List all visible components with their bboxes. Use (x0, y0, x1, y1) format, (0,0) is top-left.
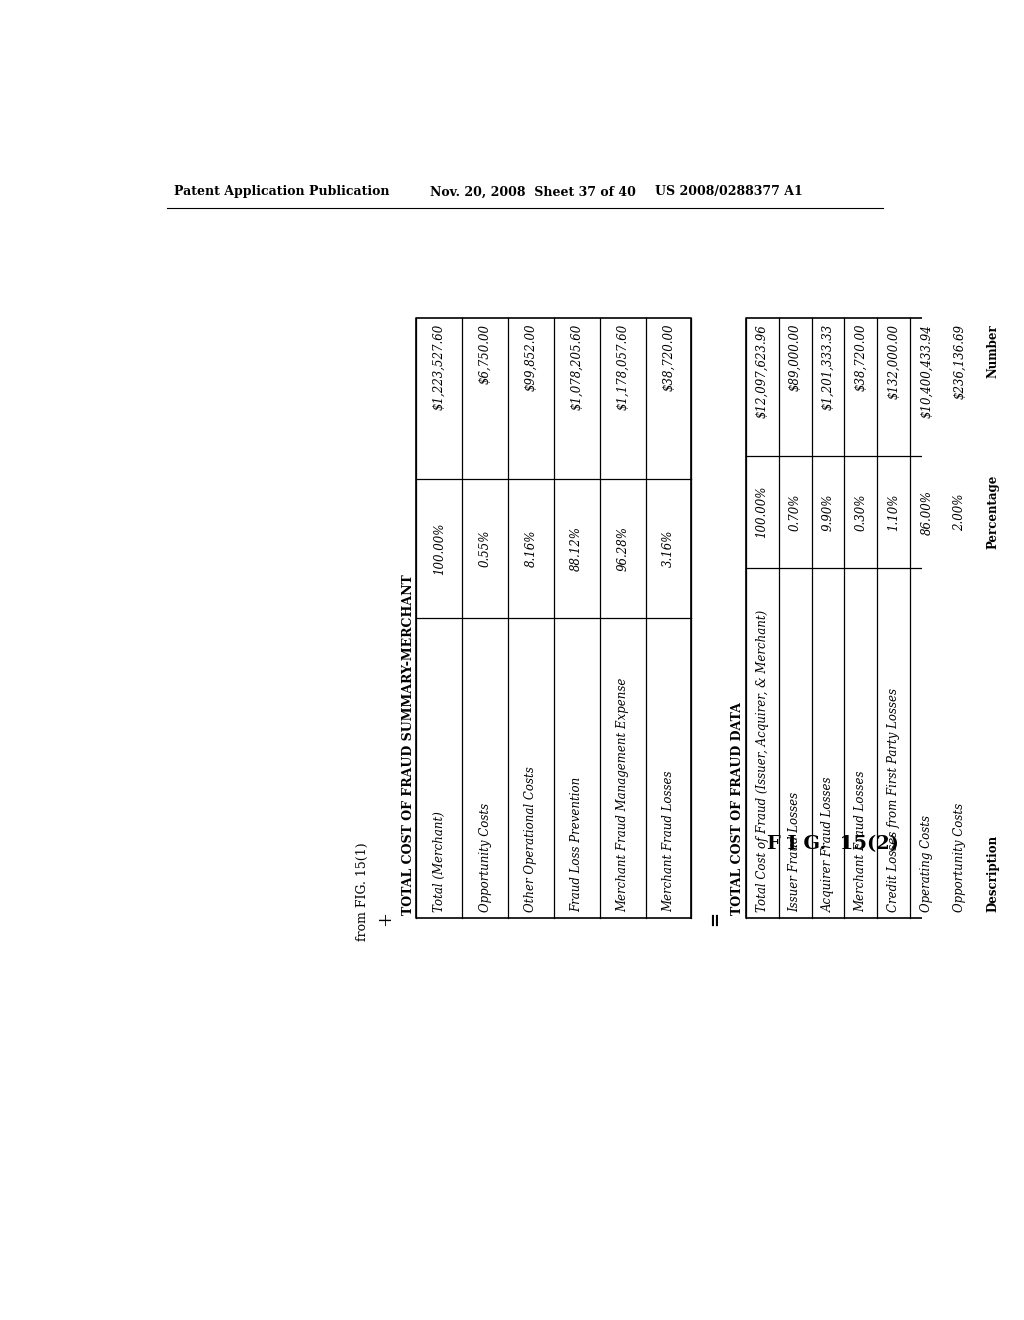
Text: $38,720.00: $38,720.00 (854, 323, 867, 392)
Text: TOTAL COST OF FRAUD DATA: TOTAL COST OF FRAUD DATA (731, 701, 744, 915)
Text: 0.30%: 0.30% (854, 494, 867, 531)
Text: Opportunity Costs: Opportunity Costs (478, 803, 492, 912)
Text: $12,097,623.96: $12,097,623.96 (756, 323, 769, 417)
Text: Operating Costs: Operating Costs (921, 816, 933, 912)
Text: $1,078,205.60: $1,078,205.60 (570, 323, 584, 411)
Text: US 2008/0288377 A1: US 2008/0288377 A1 (655, 185, 803, 198)
Text: 86.00%: 86.00% (921, 490, 933, 535)
Text: Patent Application Publication: Patent Application Publication (174, 185, 390, 198)
Text: $1,201,333.33: $1,201,333.33 (821, 323, 835, 411)
Text: Merchant Fraud Losses: Merchant Fraud Losses (662, 771, 675, 912)
Text: Acquirer Fraud Losses: Acquirer Fraud Losses (821, 776, 835, 912)
Text: 0.55%: 0.55% (478, 531, 492, 568)
Text: Merchant Fraud Losses: Merchant Fraud Losses (854, 771, 867, 912)
Text: $236,136.69: $236,136.69 (953, 323, 967, 399)
Text: 3.16%: 3.16% (662, 531, 675, 568)
Text: F I G.  15(2): F I G. 15(2) (767, 834, 899, 853)
Text: +: + (376, 911, 394, 927)
Text: Fraud Loss Prevention: Fraud Loss Prevention (570, 777, 584, 912)
Text: $10,400,433.94: $10,400,433.94 (921, 323, 933, 417)
Text: 96.28%: 96.28% (616, 527, 629, 572)
Text: Total Cost of Fraud (Issuer, Acquirer, & Merchant): Total Cost of Fraud (Issuer, Acquirer, &… (756, 610, 769, 912)
Text: Nov. 20, 2008  Sheet 37 of 40: Nov. 20, 2008 Sheet 37 of 40 (430, 185, 636, 198)
Text: $132,000.00: $132,000.00 (888, 323, 900, 399)
Text: Issuer Fraud Losses: Issuer Fraud Losses (788, 792, 802, 912)
Text: 0.70%: 0.70% (788, 494, 802, 531)
Text: 9.90%: 9.90% (821, 494, 835, 531)
Text: 88.12%: 88.12% (570, 527, 584, 572)
Text: Description: Description (986, 836, 999, 912)
Text: 100.00%: 100.00% (756, 486, 769, 539)
Text: Number: Number (986, 323, 999, 378)
Text: =: = (706, 911, 724, 927)
Text: Total (Merchant): Total (Merchant) (433, 812, 445, 912)
Text: Merchant Fraud Management Expense: Merchant Fraud Management Expense (616, 678, 629, 912)
Text: 2.00%: 2.00% (953, 494, 967, 531)
Text: $99,852.00: $99,852.00 (524, 323, 538, 392)
Text: $89,000.00: $89,000.00 (788, 323, 802, 392)
Text: 1.10%: 1.10% (888, 494, 900, 531)
Text: Opportunity Costs: Opportunity Costs (953, 803, 967, 912)
Text: 100.00%: 100.00% (433, 523, 445, 576)
Text: Credit Losses from First Party Losses: Credit Losses from First Party Losses (888, 688, 900, 912)
Text: $38,720.00: $38,720.00 (662, 323, 675, 392)
Text: 8.16%: 8.16% (524, 531, 538, 568)
Text: Other Operational Costs: Other Operational Costs (524, 767, 538, 912)
Text: from FIG. 15(1): from FIG. 15(1) (355, 843, 369, 941)
Text: $6,750.00: $6,750.00 (478, 323, 492, 384)
Text: Percentage: Percentage (986, 475, 999, 549)
Text: $1,178,057.60: $1,178,057.60 (616, 323, 629, 411)
Text: TOTAL COST OF FRAUD SUMMARY-MERCHANT: TOTAL COST OF FRAUD SUMMARY-MERCHANT (402, 574, 415, 915)
Text: $1,223,527.60: $1,223,527.60 (433, 323, 445, 411)
